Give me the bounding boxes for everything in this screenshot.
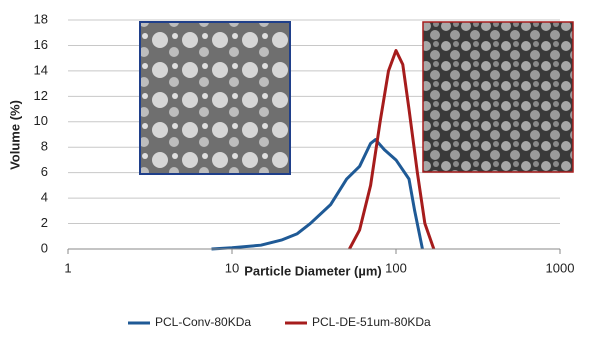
y-tick-label: 14 [34, 62, 48, 77]
x-tick-label: 10 [225, 260, 239, 275]
y-tick-label: 8 [41, 139, 48, 154]
y-tick-label: 18 [34, 11, 48, 26]
x-tick-label: 1 [64, 260, 71, 275]
y-tick-label: 2 [41, 215, 48, 230]
x-tick-label: 100 [385, 260, 407, 275]
x-axis-label: Particle Diameter (µm) [244, 263, 382, 278]
x-tick-label: 1000 [546, 260, 575, 275]
y-tick-label: 6 [41, 164, 48, 179]
legend-label: PCL-Conv-80KDa [155, 315, 251, 329]
y-axis-label: Volume (%) [7, 100, 22, 170]
legend-label: PCL-DE-51um-80KDa [312, 315, 431, 329]
data-line [349, 51, 433, 249]
y-tick-label: 16 [34, 37, 48, 52]
sem-image [423, 22, 573, 172]
y-tick-label: 0 [41, 240, 48, 255]
chart: Particle Diameter (µm) Volume (%) 0 2 4 6 8 1… [0, 0, 599, 349]
y-tick-label: 10 [34, 113, 48, 128]
y-tick-label: 4 [41, 190, 48, 205]
y-tick-label: 12 [34, 88, 48, 103]
sem-image [140, 22, 290, 174]
